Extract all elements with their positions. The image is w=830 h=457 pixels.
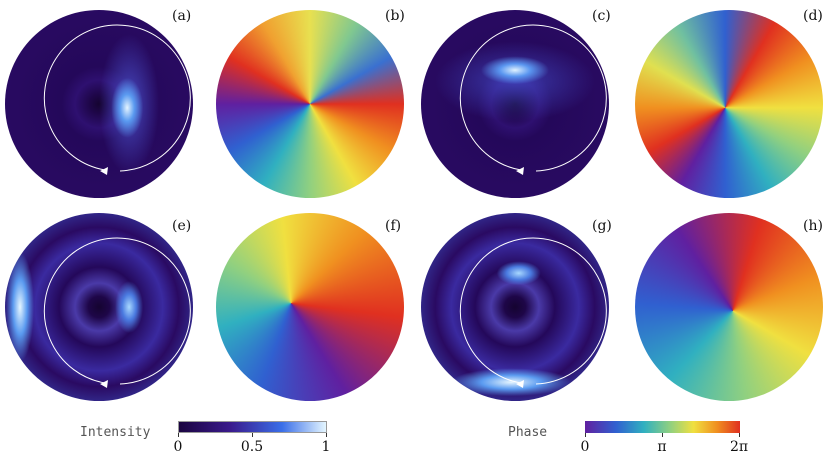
colorbar-tick [661, 433, 663, 437]
colorbar-tick-label: 0 [580, 439, 590, 455]
colorbar-title: Intensity [80, 425, 151, 440]
colorbar-title: Phase [508, 425, 548, 440]
colorbar-tick-label: π [657, 439, 667, 455]
panel-label: (b) [385, 8, 405, 24]
panel-label: (e) [172, 218, 192, 234]
circulation-arrow [43, 24, 191, 172]
phase-map [635, 10, 823, 198]
colorbar-tick-label: 0.5 [240, 439, 264, 455]
phase-map [635, 213, 823, 401]
circulation-arrow [459, 24, 607, 172]
colorbar [178, 421, 327, 433]
colorbar-tick-label: 2π [729, 439, 749, 455]
panel-label: (g) [592, 218, 612, 234]
colorbar-tick [252, 433, 253, 437]
panel-label: (f) [385, 218, 402, 234]
colorbar [585, 421, 740, 433]
colorbar-tick [326, 433, 327, 437]
phase-map [216, 10, 404, 198]
panel-label: (h) [803, 218, 823, 234]
intensity-map [5, 10, 193, 198]
colorbar-tick-label: 0 [173, 439, 183, 455]
intensity-map [421, 10, 609, 198]
panel-label: (d) [803, 8, 823, 24]
phase-map [216, 213, 404, 401]
circulation-arrow [459, 237, 607, 385]
colorbar-tick [178, 433, 179, 437]
panel-label: (a) [172, 8, 192, 24]
colorbar-tick [585, 433, 586, 437]
panel-label: (c) [592, 8, 611, 24]
colorbar-tick-label: 1 [321, 439, 331, 455]
circulation-arrow [43, 237, 191, 385]
colorbar-tick [739, 433, 740, 437]
